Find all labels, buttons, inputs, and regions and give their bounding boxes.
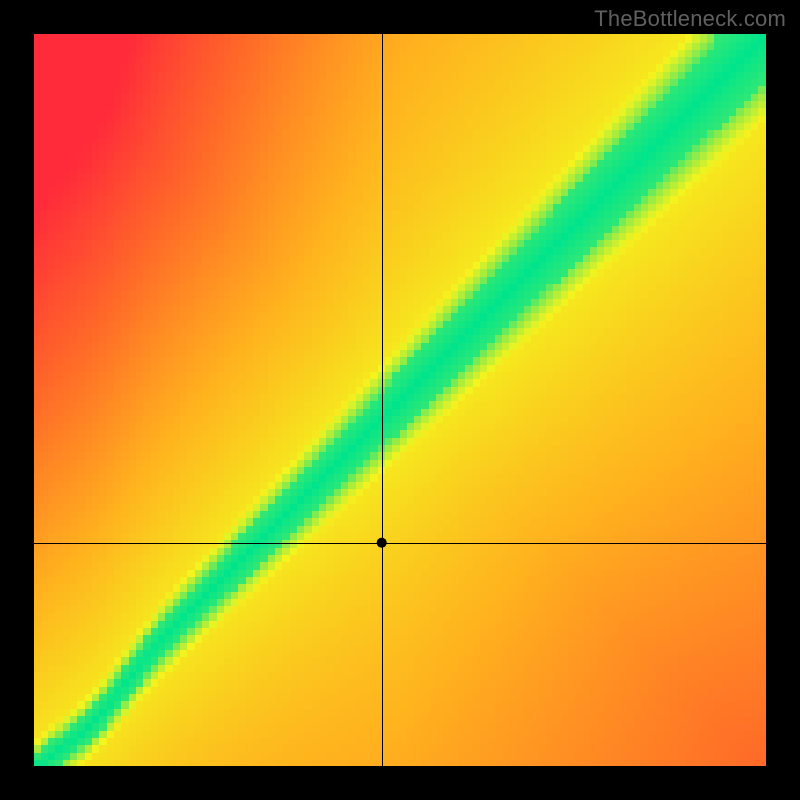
- chart-container: TheBottleneck.com: [0, 0, 800, 800]
- site-watermark: TheBottleneck.com: [594, 6, 786, 32]
- bottleneck-heatmap: [34, 34, 766, 766]
